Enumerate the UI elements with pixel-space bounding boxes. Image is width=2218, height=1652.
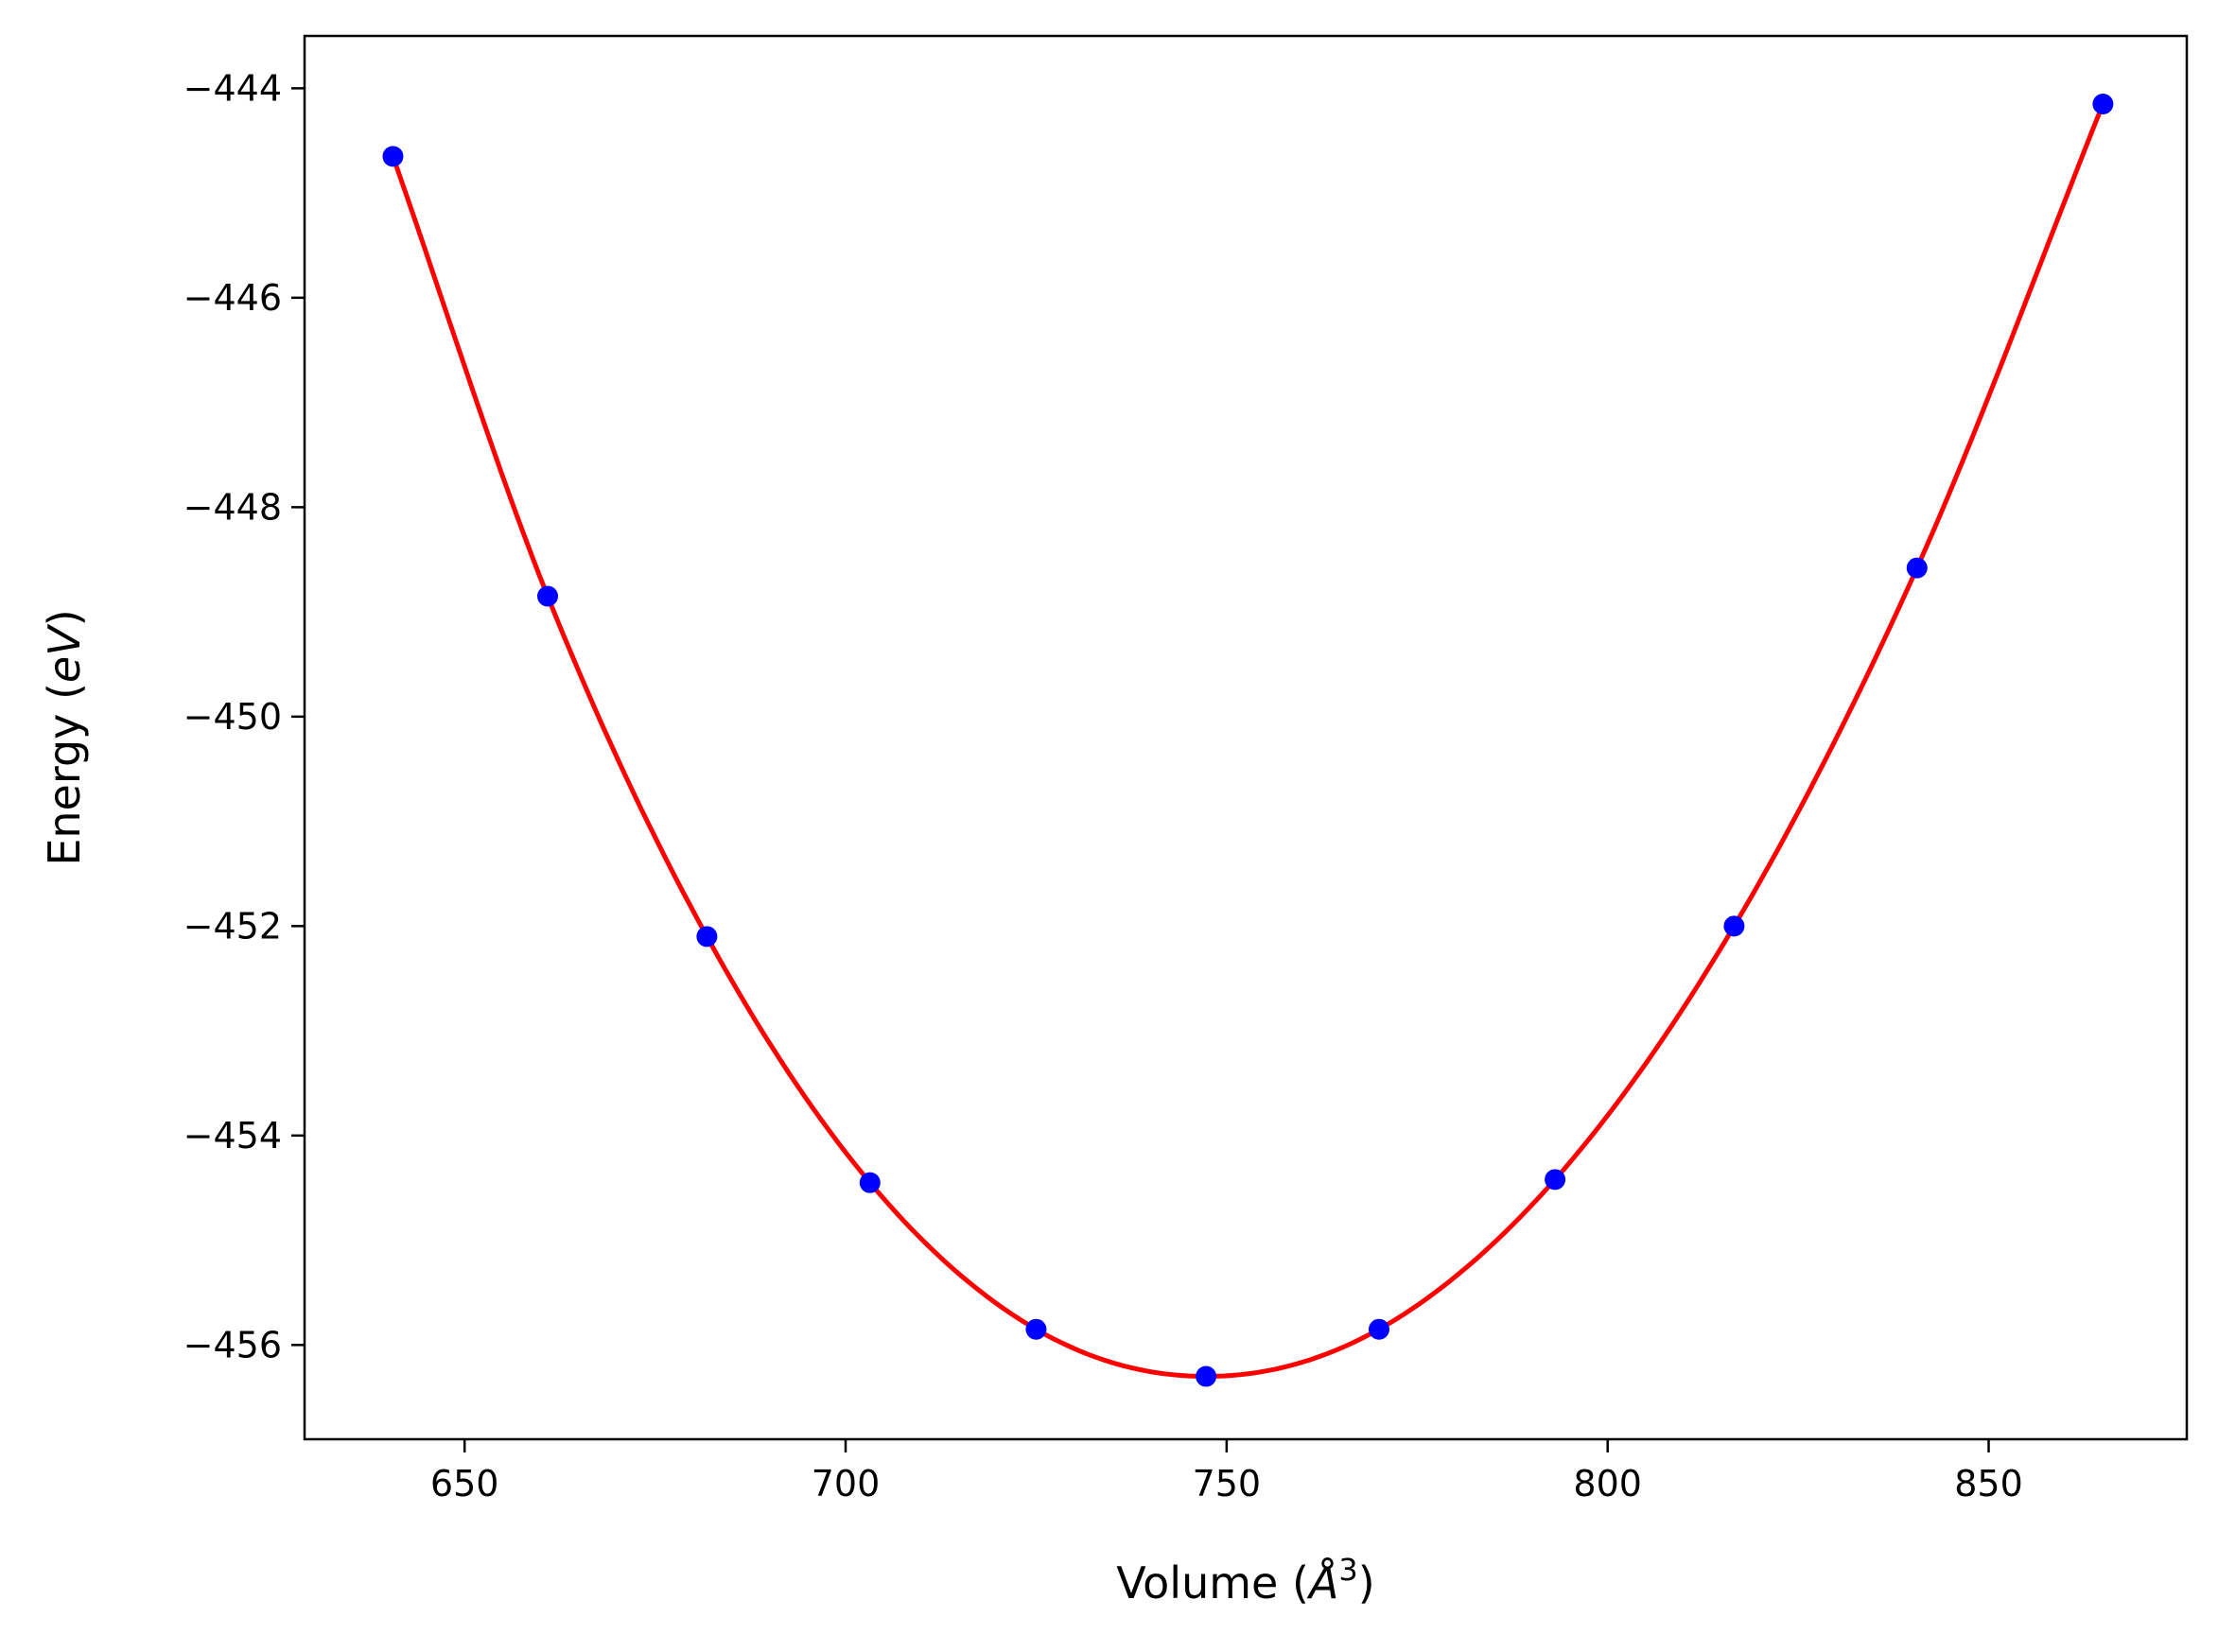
x-tick-label: 700	[812, 1463, 881, 1504]
y-tick-label: −444	[183, 67, 282, 109]
data-point	[1025, 1318, 1047, 1340]
plot-frame	[303, 34, 2189, 1441]
data-point	[1906, 557, 1928, 579]
y-tick-label: −456	[183, 1324, 282, 1365]
y-tick-label: −452	[183, 905, 282, 947]
data-point	[1368, 1318, 1389, 1340]
y-axis-label: Energy (eV)	[39, 609, 90, 865]
plot-area	[382, 93, 2114, 1387]
data-point	[859, 1172, 881, 1193]
data-point	[1723, 915, 1745, 937]
x-axis-label: Volume (Å3)	[1116, 1552, 1374, 1609]
data-point	[537, 585, 559, 607]
x-tick-label: 850	[1954, 1463, 2023, 1504]
y-tick-label: −450	[183, 696, 282, 738]
x-tick-label: 800	[1573, 1463, 1642, 1504]
x-tick-label: 750	[1193, 1463, 1262, 1504]
data-point	[2092, 93, 2114, 114]
data-point	[382, 146, 404, 167]
y-tick-label: −454	[183, 1115, 282, 1156]
data-point	[1196, 1365, 1217, 1387]
y-axis: −444 −446 −448 −450 −452 −454 −456	[183, 67, 305, 1365]
fit-curve	[391, 103, 2105, 1380]
x-axis: 650 700 750 800 850	[430, 1439, 2023, 1504]
x-tick-label: 650	[430, 1463, 499, 1504]
data-point	[1545, 1169, 1566, 1191]
y-tick-label: −448	[183, 486, 282, 528]
y-tick-label: −446	[183, 277, 282, 319]
data-point	[696, 926, 718, 948]
